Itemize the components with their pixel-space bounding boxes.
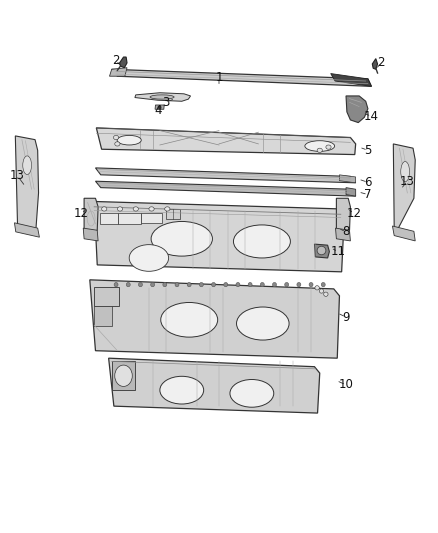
Polygon shape	[339, 175, 356, 183]
Text: 8: 8	[343, 225, 350, 238]
Ellipse shape	[151, 282, 155, 287]
Polygon shape	[112, 361, 135, 390]
Ellipse shape	[224, 282, 228, 287]
Ellipse shape	[212, 282, 215, 287]
Ellipse shape	[126, 282, 130, 287]
Ellipse shape	[326, 145, 331, 149]
Ellipse shape	[309, 282, 313, 287]
Ellipse shape	[151, 222, 212, 256]
Ellipse shape	[317, 246, 326, 255]
Text: 13: 13	[400, 175, 415, 188]
Text: 5: 5	[364, 144, 371, 157]
Polygon shape	[155, 105, 164, 109]
Ellipse shape	[165, 207, 170, 211]
Text: 14: 14	[364, 110, 379, 123]
Ellipse shape	[236, 282, 240, 287]
Polygon shape	[96, 128, 356, 155]
Text: 12: 12	[346, 207, 361, 220]
Text: 7: 7	[364, 188, 372, 201]
Ellipse shape	[115, 365, 132, 386]
Polygon shape	[314, 244, 329, 258]
Ellipse shape	[317, 148, 322, 152]
Polygon shape	[110, 68, 127, 76]
Ellipse shape	[133, 207, 138, 211]
Ellipse shape	[117, 135, 141, 145]
Ellipse shape	[160, 376, 204, 404]
Polygon shape	[336, 198, 350, 236]
Polygon shape	[112, 69, 371, 86]
Ellipse shape	[285, 282, 289, 287]
Ellipse shape	[138, 282, 142, 287]
Ellipse shape	[230, 379, 274, 407]
Polygon shape	[94, 287, 119, 306]
Text: 12: 12	[74, 207, 88, 220]
Ellipse shape	[114, 282, 118, 287]
Polygon shape	[331, 74, 371, 86]
Text: 1: 1	[215, 71, 223, 84]
Polygon shape	[336, 228, 350, 241]
Text: 2: 2	[112, 54, 120, 67]
Polygon shape	[141, 213, 162, 223]
Ellipse shape	[149, 207, 154, 211]
Polygon shape	[90, 280, 339, 358]
Text: 2: 2	[377, 56, 385, 69]
Ellipse shape	[305, 141, 335, 151]
Polygon shape	[95, 168, 356, 183]
Ellipse shape	[237, 307, 289, 340]
Ellipse shape	[117, 207, 123, 211]
Ellipse shape	[324, 292, 328, 296]
Ellipse shape	[23, 156, 32, 175]
Ellipse shape	[260, 282, 264, 287]
Polygon shape	[118, 213, 141, 224]
Polygon shape	[392, 226, 415, 241]
Ellipse shape	[187, 282, 191, 287]
Ellipse shape	[115, 142, 120, 146]
Ellipse shape	[113, 135, 119, 140]
Polygon shape	[393, 144, 415, 232]
Text: 11: 11	[331, 245, 346, 258]
Ellipse shape	[199, 282, 203, 287]
Polygon shape	[346, 188, 356, 196]
Polygon shape	[372, 59, 378, 69]
Text: 4: 4	[154, 104, 162, 117]
Ellipse shape	[315, 286, 319, 290]
Polygon shape	[120, 57, 127, 68]
Polygon shape	[94, 201, 344, 272]
Ellipse shape	[321, 282, 325, 287]
Polygon shape	[83, 228, 98, 241]
Polygon shape	[135, 93, 191, 101]
Ellipse shape	[129, 245, 169, 271]
Polygon shape	[84, 198, 98, 236]
Polygon shape	[166, 209, 180, 219]
Text: 6: 6	[364, 176, 372, 189]
Ellipse shape	[163, 282, 167, 287]
Ellipse shape	[272, 282, 276, 287]
Ellipse shape	[248, 282, 252, 287]
Ellipse shape	[150, 95, 174, 99]
Polygon shape	[94, 306, 112, 326]
Polygon shape	[14, 223, 39, 237]
Ellipse shape	[401, 161, 410, 182]
Ellipse shape	[175, 282, 179, 287]
Text: 13: 13	[10, 169, 25, 182]
Ellipse shape	[319, 289, 324, 293]
Ellipse shape	[161, 302, 218, 337]
Polygon shape	[346, 96, 368, 123]
Polygon shape	[109, 358, 320, 413]
Polygon shape	[100, 213, 118, 224]
Polygon shape	[15, 136, 39, 229]
Text: 9: 9	[342, 311, 350, 324]
Ellipse shape	[233, 225, 290, 258]
Text: 3: 3	[162, 96, 169, 109]
Text: 10: 10	[339, 378, 353, 391]
Ellipse shape	[102, 207, 107, 211]
Ellipse shape	[297, 282, 301, 287]
Polygon shape	[95, 181, 356, 196]
